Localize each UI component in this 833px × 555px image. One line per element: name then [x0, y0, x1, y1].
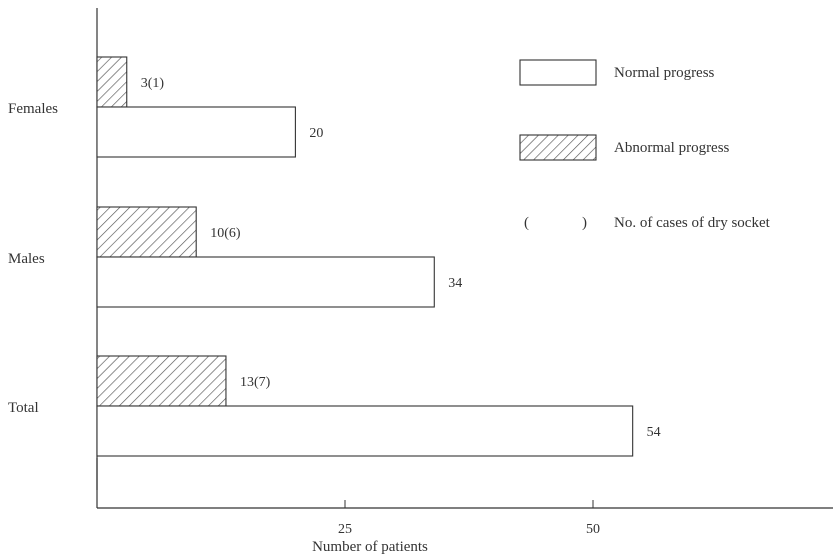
bar-normal-progress: [96, 106, 296, 158]
bar-normal-progress: [96, 256, 435, 308]
legend-swatch: [519, 134, 597, 161]
bar-value-label: 54: [647, 425, 661, 440]
x-axis-title: Number of patients: [312, 539, 428, 555]
legend-label: Abnormal progress: [614, 140, 730, 156]
legend-label: No. of cases of dry socket: [614, 215, 771, 231]
legend: Normal progress Abnormal progress () No. of…: [519, 59, 771, 231]
bar-abnormal-progress: [96, 206, 197, 258]
bar-value-label: 3(1): [141, 76, 165, 91]
bar-value-label: 13(7): [240, 375, 271, 390]
bar-normal-progress: [96, 405, 634, 457]
legend-symbol: ): [582, 215, 587, 231]
bar-value-label: 10(6): [210, 226, 241, 241]
category-label: Males: [8, 251, 45, 267]
legend-symbol: (: [524, 215, 529, 231]
category-label: Total: [8, 400, 39, 416]
legend-swatch: [519, 59, 597, 86]
bars: [96, 56, 634, 490]
x-tick-label: 25: [338, 522, 352, 537]
bar-abnormal-progress: [96, 355, 227, 407]
legend-label: Normal progress: [614, 65, 715, 81]
x-tick-label: 50: [586, 522, 600, 537]
labels: Females Males Total 3(1) 10(6) 13(7) 20 34 54: [8, 76, 661, 440]
bar-abnormal-progress: [96, 56, 128, 108]
category-label: Females: [8, 101, 58, 117]
bar-value-label: 20: [309, 126, 323, 141]
bar-value-label: 34: [448, 276, 462, 291]
